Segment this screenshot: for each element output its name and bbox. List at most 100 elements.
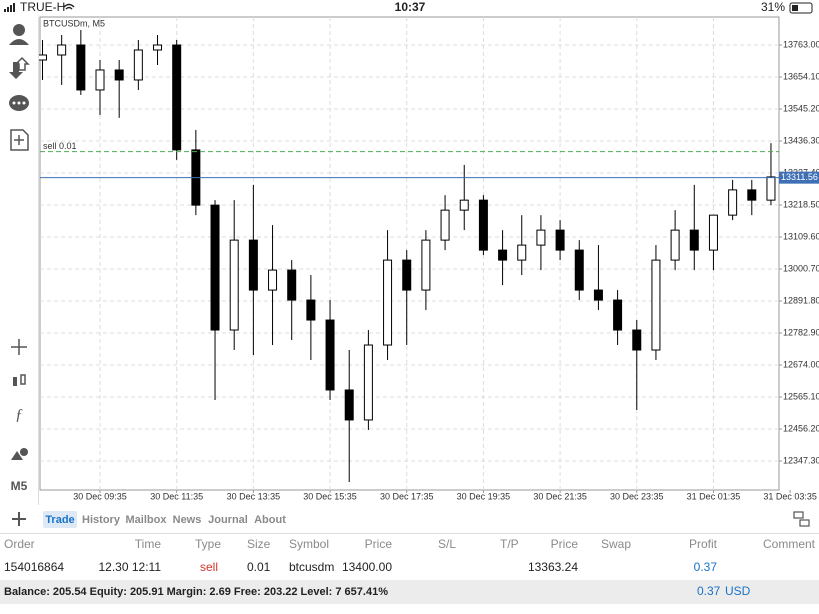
positions-table: Balance: 205.54 Equity: 205.91 Margin: 2… [0,537,819,604]
column-header: T/P [500,537,519,551]
x-tick-label: 30 Dec 15:35 [303,491,357,501]
cell-type: sell [200,560,218,574]
add-button[interactable] [12,512,26,526]
candle-body [478,199,488,251]
tab[interactable]: About [254,514,286,526]
candle-body [536,229,546,246]
y-tick-label: 12456.20 [783,423,819,433]
candle-body [133,49,143,81]
y-tick-label: 12891.80 [783,295,819,305]
candle-body [210,204,220,331]
y-tick-label: 13545.20 [783,103,819,113]
active-tab-bg [43,511,77,528]
status-bar: TRUE-H 10:37 31% [4,0,813,14]
y-tick-label: 13218.50 [783,199,819,209]
clock: 10:37 [395,0,426,14]
y-tick-label: 13000.70 [783,263,819,273]
left-toolbar: ƒ M5 [9,17,39,505]
new-order-button[interactable] [10,129,29,151]
bid-price-box [779,171,819,184]
indicators-button[interactable]: ƒ [15,407,23,424]
chart-area: 12347.30 12456.20 12565.10 12674.00 12782.90… [38,16,819,501]
x-tick-label: 30 Dec 11:35 [150,491,203,501]
column-header: Swap [601,537,631,551]
candle-body [306,299,316,321]
tab[interactable]: News [173,514,202,526]
objects-button[interactable] [11,448,28,460]
y-tick-label: 12782.90 [783,327,819,337]
candle-body [287,269,297,301]
candle-body [363,344,373,421]
bid-price-label: 13311.56 [781,172,818,182]
crosshair-button[interactable] [11,339,27,355]
cell-size: 0.01 [247,560,271,574]
candle-body [728,189,738,216]
candle-body [708,214,718,251]
candle-body [766,176,776,201]
candle-body [593,289,603,301]
x-tick-label: 31 Dec 01:35 [687,491,741,501]
candle-body [38,54,47,61]
tab[interactable]: Journal [208,514,248,526]
candle-body [459,199,469,211]
tab[interactable]: Trade [45,514,74,526]
candle-body [747,189,757,201]
candle-body [517,244,527,261]
x-tick-label: 30 Dec 17:35 [380,491,434,501]
x-tick-label: 31 Dec 03:35 [763,491,817,501]
y-tick-label: 12674.00 [783,359,819,369]
layout-button[interactable] [793,511,810,527]
account-summary: Balance: 205.54 Equity: 205.91 Margin: 2… [4,586,388,598]
cell-open-price: 13400.00 [342,560,392,574]
order-line-label: sell 0.01 [43,141,77,151]
candle-body [268,269,278,291]
candle-body [248,239,258,291]
cell-symbol: btcusdm [289,560,334,574]
y-tick-label: 13654.10 [783,71,819,81]
chart-type-button[interactable] [13,374,26,386]
x-tick-label: 30 Dec 21:35 [533,491,587,501]
candle-body [153,44,163,51]
column-header: Comment [763,537,816,551]
account-button[interactable] [9,24,29,45]
candle-body [574,249,584,291]
x-tick-label: 30 Dec 09:35 [73,491,127,501]
svg-text:ƒ: ƒ [15,407,23,424]
y-tick-label: 13763.00 [783,39,819,49]
column-header: Price [365,537,393,551]
battery-percent: 31% [761,0,785,14]
x-tick-label: 30 Dec 23:35 [610,491,664,501]
tab-bar: Trade History Mailbox News Journal About [0,511,819,534]
tab[interactable]: History [82,514,121,526]
y-tick-label: 13109.60 [783,231,819,241]
timeframe-button[interactable]: M5 [11,479,28,493]
candle-body [555,229,565,251]
carrier: TRUE-H [20,0,65,14]
candle-body [651,259,661,351]
total-profit: 0.37 [697,584,721,598]
y-tick-label: 12347.30 [783,455,819,465]
candle-body [383,259,393,346]
candle-body [229,239,239,331]
candle-body [344,389,354,421]
candle-body [172,44,182,151]
candle-body [670,229,680,261]
candle-body [95,69,105,91]
cell-current-price: 13363.24 [528,560,578,574]
column-header: Type [195,537,221,551]
cell-order: 154016864 [4,560,64,574]
trade-button[interactable] [9,56,30,79]
tab[interactable]: Mailbox [126,514,168,526]
candle-body [440,209,450,241]
currency: USD [725,584,751,598]
candle-body [76,44,86,91]
plot-frame [39,16,780,491]
chat-button[interactable] [9,95,29,111]
candle-body [421,239,431,291]
candle-body [498,249,508,261]
candle-body [114,69,124,81]
candle-body [57,44,67,56]
y-tick-label: 13436.30 [783,135,819,145]
